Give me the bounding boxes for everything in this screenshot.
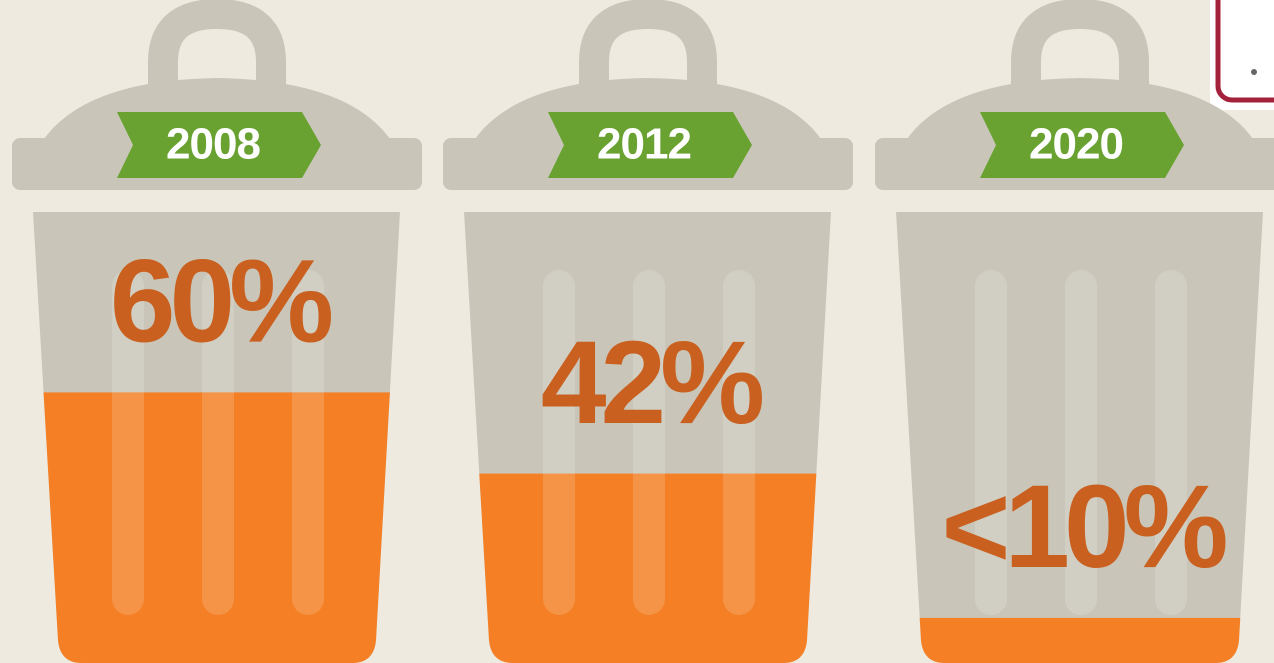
trash-can: 2008 60% xyxy=(12,14,422,663)
value-label: <10% xyxy=(941,461,1225,593)
corner-icon xyxy=(1210,0,1274,110)
infographic: 2008 60% 2012 42% 2020 <10% xyxy=(0,0,1274,663)
icon-dot xyxy=(1251,69,1257,75)
year-label: 2020 xyxy=(1029,120,1123,169)
value-label: 60% xyxy=(110,236,331,368)
trash-can: 2012 42% xyxy=(443,14,853,663)
year-label: 2008 xyxy=(166,120,260,169)
fill-level xyxy=(883,618,1274,663)
value-label: 42% xyxy=(541,317,762,449)
year-label: 2012 xyxy=(597,120,691,169)
